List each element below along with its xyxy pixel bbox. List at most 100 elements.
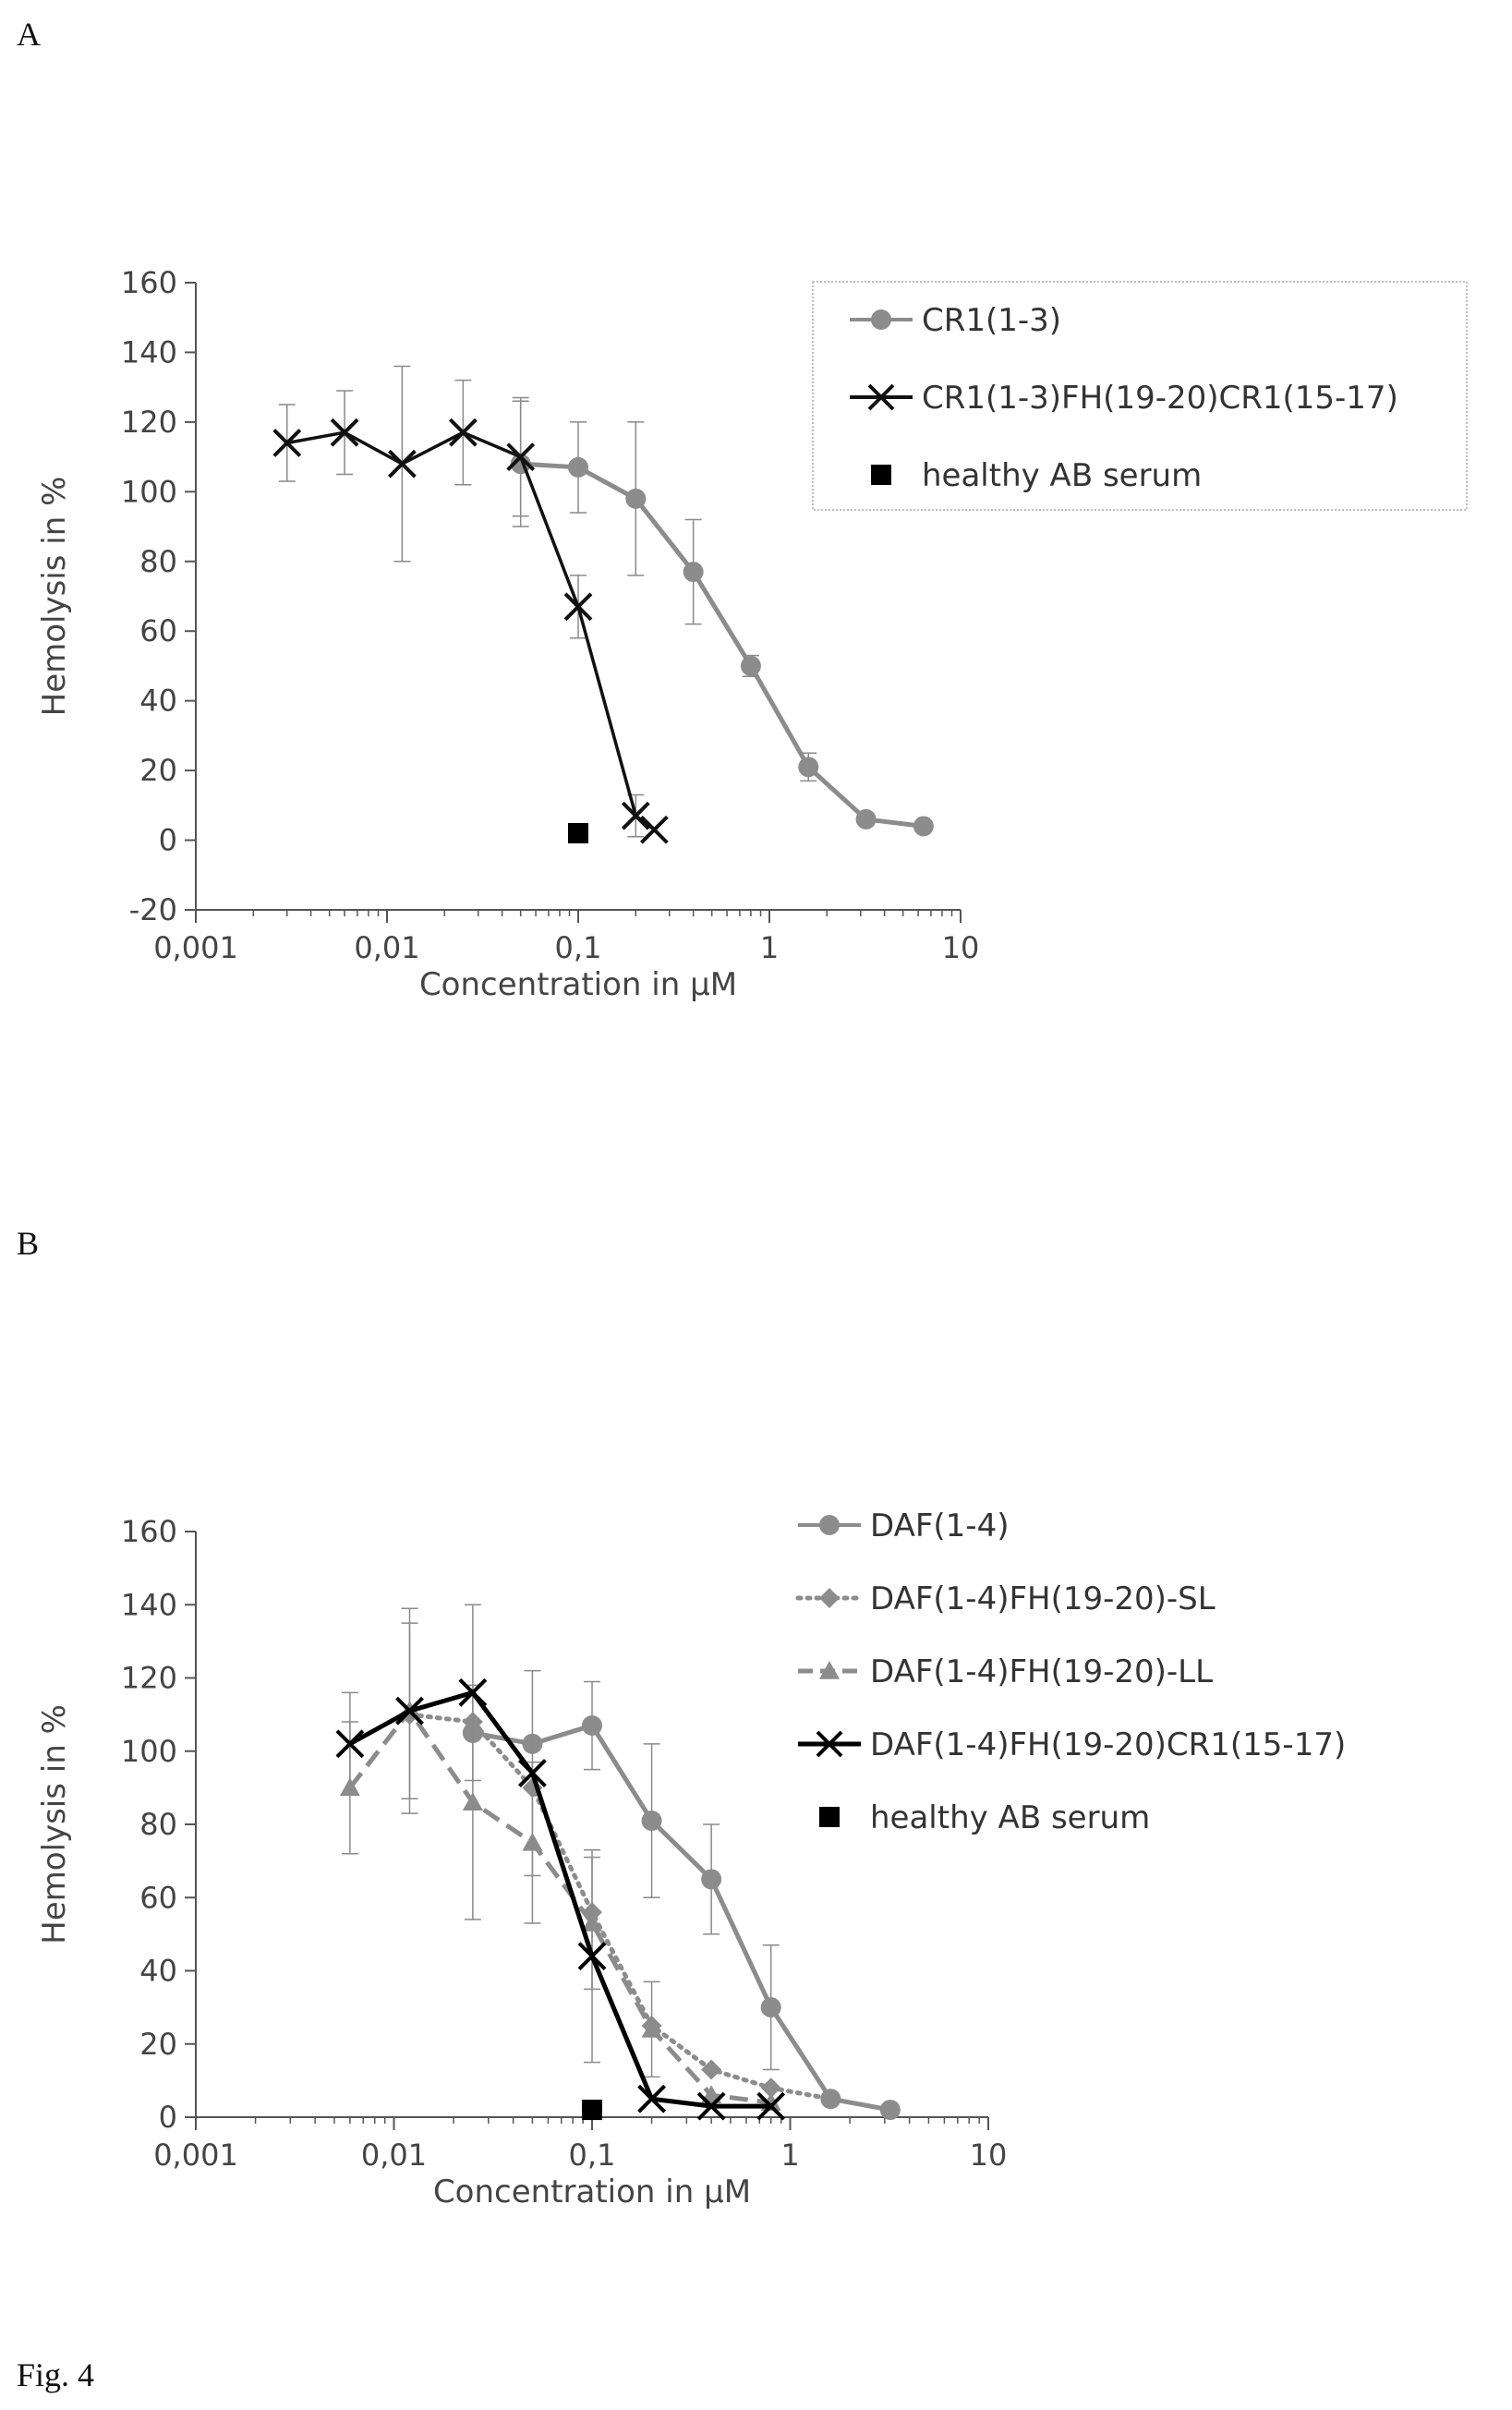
data-point-stroke-2: [395, 1696, 424, 1726]
x-tick-label: 10: [970, 2138, 1008, 2173]
series-line: [286, 430, 656, 831]
legend-marker-stroke-2: [816, 1730, 843, 1758]
data-point: [696, 2091, 726, 2121]
series-2: [568, 823, 588, 844]
data-point: [330, 418, 359, 447]
y-tick-label: 80: [139, 1807, 177, 1842]
legend: CR1(1-3) CR1(1-3)FH(19-20)CR1(15-17) healt…: [812, 281, 1468, 511]
x-tick-label: 1: [760, 930, 779, 965]
data-point-stroke-2: [330, 418, 359, 447]
data-point: [582, 2100, 602, 2121]
data-point: [637, 2084, 666, 2113]
data-point: [272, 429, 302, 457]
y-tick-label: 40: [139, 684, 177, 719]
legend-marker: [871, 309, 891, 330]
x-tick-label: 0,01: [361, 2138, 427, 2173]
series-1: [272, 365, 669, 844]
legend-item: DAF(1-4): [798, 1508, 1009, 1544]
data-point: [577, 1942, 607, 1971]
data-point: [740, 655, 761, 676]
panel-a-label: A: [17, 16, 41, 53]
y-tick-label: -20: [129, 892, 177, 927]
data-point-stroke-2: [621, 801, 650, 830]
x-tick-label: 10: [942, 930, 980, 965]
x-tick-label: 0,1: [555, 930, 602, 965]
data-point: [458, 1677, 488, 1707]
x-tick-label: 0,01: [354, 930, 419, 965]
axes: -20 0 20 40 60 80 100 120 140 160 0,001 0,01 0,1 1 10 C…: [36, 265, 979, 1003]
series-3: [335, 1604, 786, 2121]
data-point: [335, 1729, 365, 1759]
legend-marker: [819, 1515, 840, 1535]
data-point-stroke-2: [458, 1677, 488, 1707]
data-point: [448, 418, 478, 447]
data-point-stroke-2: [639, 815, 669, 844]
data-point: [641, 2018, 662, 2038]
legend-marker: [819, 1588, 840, 1608]
data-point-stroke-2: [696, 2091, 726, 2121]
y-tick-label: 40: [139, 1954, 177, 1989]
legend-marker: [816, 1730, 843, 1758]
legend-item: CR1(1-3): [850, 302, 1061, 339]
data-point: [387, 449, 417, 478]
legend-label: DAF(1-4)FH(19-20)-SL: [870, 1580, 1216, 1617]
series-1: [399, 1704, 841, 2110]
x-axis-label: Concentration in µM: [433, 2174, 751, 2210]
series-line: [472, 1723, 891, 2113]
legend-marker: [867, 383, 895, 411]
legend-item: healthy AB serum: [871, 457, 1202, 494]
data-point-stroke-2: [518, 1759, 547, 1787]
data-point: [621, 801, 650, 830]
data-point: [701, 2059, 722, 2080]
x-tick-label: 0,001: [153, 2138, 238, 2173]
series-line: [347, 1706, 772, 2105]
data-point: [641, 1811, 662, 1832]
data-point: [395, 1696, 424, 1726]
legend-label: CR1(1-3)FH(19-20)CR1(15-17): [922, 380, 1398, 417]
y-tick-label: 120: [121, 405, 177, 440]
y-tick-label: 0: [159, 823, 177, 858]
data-point: [760, 2077, 781, 2099]
legend-item: CR1(1-3)FH(19-20)CR1(15-17): [850, 380, 1398, 417]
y-tick-label: 100: [121, 1734, 177, 1769]
x-tick-label: 0,001: [153, 930, 238, 965]
data-point: [820, 2089, 841, 2110]
series-line: [520, 461, 925, 829]
y-tick-label: 160: [121, 265, 177, 300]
data-point: [563, 592, 593, 622]
y-tick-label: 80: [139, 544, 177, 579]
x-tick-label: 1: [780, 2138, 799, 2173]
legend-label: CR1(1-3): [922, 302, 1061, 339]
data-point: [760, 1997, 781, 2018]
data-point-stroke-2: [272, 429, 302, 457]
y-tick-label: 0: [159, 2100, 177, 2135]
data-point-stroke-2: [387, 449, 417, 478]
data-point-stroke-2: [506, 442, 536, 472]
y-tick-label: 140: [121, 1587, 177, 1622]
legend-box: [812, 281, 1468, 511]
figure-label: Fig. 4: [17, 2356, 95, 2393]
legend-item: DAF(1-4)FH(19-20)-LL: [798, 1653, 1213, 1690]
legend-label: healthy AB serum: [870, 1799, 1150, 1836]
x-axis-label: Concentration in µM: [419, 966, 737, 1003]
legend-marker-stroke-2: [867, 383, 895, 411]
data-point: [462, 1792, 483, 1811]
legend-marker: [819, 1807, 840, 1827]
y-tick-label: 120: [121, 1661, 177, 1696]
data-point: [582, 1715, 602, 1737]
data-point: [855, 808, 877, 830]
legend-item: healthy AB serum: [819, 1799, 1150, 1836]
data-point: [756, 2091, 786, 2121]
y-axis-label: Hemolysis in %: [36, 1704, 73, 1944]
data-point-stroke-2: [563, 592, 593, 622]
legend-label: DAF(1-4)FH(19-20)CR1(15-17): [870, 1726, 1346, 1763]
data-point: [798, 757, 819, 778]
data-point: [568, 456, 588, 478]
legend-item: DAF(1-4)FH(19-20)-SL: [795, 1580, 1216, 1617]
data-point-stroke-2: [756, 2091, 786, 2121]
legend-label: DAF(1-4)FH(19-20)-LL: [870, 1653, 1213, 1690]
data-point-stroke-2: [335, 1729, 365, 1759]
data-point: [639, 815, 669, 844]
y-axis-label: Hemolysis in %: [36, 477, 73, 717]
data-point: [506, 442, 536, 472]
